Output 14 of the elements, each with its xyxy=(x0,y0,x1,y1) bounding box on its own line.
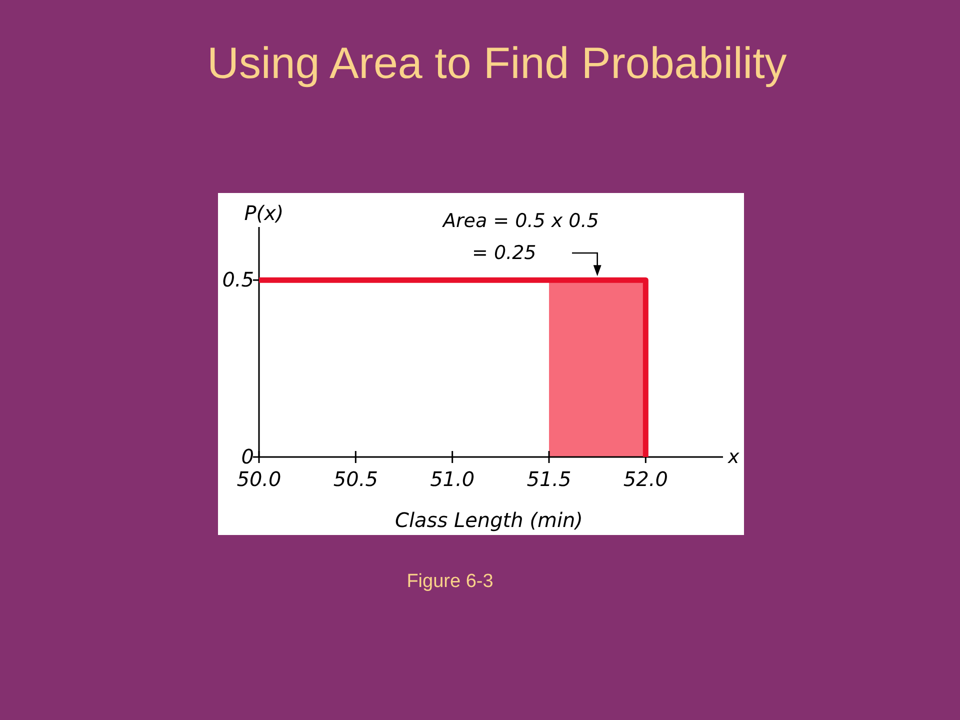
x-tick-label: 51.5 xyxy=(526,467,572,491)
text: x xyxy=(727,446,740,468)
x-tick-label: 52.0 xyxy=(623,467,668,491)
caption: Figure 6-3 xyxy=(406,571,494,592)
x-axis-title: Class Length (min) xyxy=(395,508,583,532)
chart-title: Using Area to Find Probability xyxy=(207,39,787,88)
y-tick-label: 0.5 xyxy=(222,267,254,292)
annotation: Area = 0.5 x 0.5 xyxy=(441,210,599,232)
x-tick-label: 50.0 xyxy=(236,467,282,491)
x-tick-label: 50.5 xyxy=(333,467,378,491)
y-tick-label: 0 xyxy=(241,444,254,468)
y-axis-title: P(x) xyxy=(244,201,284,225)
annotation: = 0.25 xyxy=(472,242,536,264)
x-tick-label: 51.0 xyxy=(430,467,475,491)
